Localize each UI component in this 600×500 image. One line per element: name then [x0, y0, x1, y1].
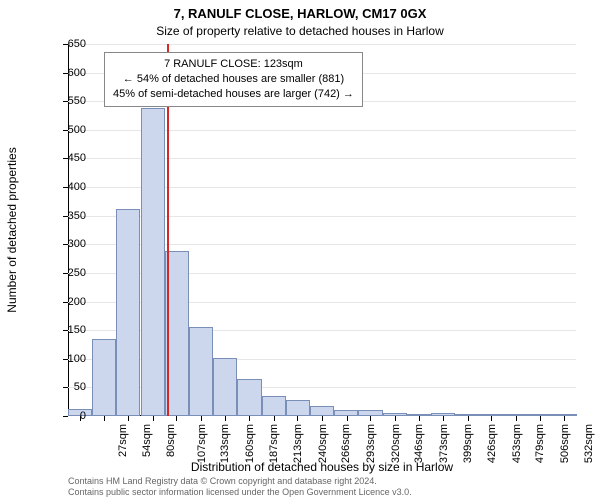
x-tick-label: 266sqm [341, 424, 353, 463]
x-tick-label: 532sqm [583, 424, 595, 463]
y-tick-mark [63, 273, 68, 274]
histogram-bar [141, 108, 165, 416]
x-tick-label: 373sqm [438, 424, 450, 463]
y-tick-mark [63, 387, 68, 388]
y-tick-mark [63, 244, 68, 245]
x-tick-label: 133sqm [219, 424, 231, 463]
x-tick-mark [370, 416, 371, 421]
footer-line-1: Contains HM Land Registry data © Crown c… [68, 476, 412, 487]
x-tick-mark [80, 416, 81, 421]
x-tick-label: 293sqm [365, 424, 377, 463]
annotation-line-3: 45% of semi-detached houses are larger (… [113, 87, 354, 102]
x-tick-label: 187sqm [269, 424, 281, 463]
y-tick-mark [63, 130, 68, 131]
chart-title-sub: Size of property relative to detached ho… [0, 24, 600, 38]
annotation-line-2: ← 54% of detached houses are smaller (88… [113, 72, 354, 87]
x-tick-mark [443, 416, 444, 421]
x-tick-label: 27sqm [117, 424, 129, 457]
x-tick-mark [274, 416, 275, 421]
y-tick-mark [63, 73, 68, 74]
x-tick-mark [201, 416, 202, 421]
x-tick-mark [419, 416, 420, 421]
x-tick-label: 453sqm [511, 424, 523, 463]
x-tick-label: 506sqm [559, 424, 571, 463]
x-tick-label: 479sqm [534, 424, 546, 463]
x-tick-mark [225, 416, 226, 421]
plot-area: 7 RANULF CLOSE: 123sqm ← 54% of detached… [68, 44, 576, 416]
gridline-h [68, 44, 576, 45]
y-tick-mark [63, 44, 68, 45]
histogram-bar [189, 327, 213, 416]
x-tick-label: 399sqm [462, 424, 474, 463]
histogram-bar [310, 406, 334, 416]
x-tick-mark [249, 416, 250, 421]
x-tick-label: 320sqm [390, 424, 402, 463]
y-tick-label: 500 [36, 124, 86, 136]
x-tick-mark [104, 416, 105, 421]
x-tick-label: 80sqm [165, 424, 177, 457]
histogram-bar [213, 358, 237, 416]
histogram-bar [116, 209, 140, 416]
x-tick-mark [564, 416, 565, 421]
footer-line-2: Contains public sector information licen… [68, 487, 412, 498]
x-tick-mark [491, 416, 492, 421]
y-tick-mark [63, 416, 68, 417]
x-axis-label: Distribution of detached houses by size … [68, 460, 576, 474]
y-tick-mark [63, 187, 68, 188]
x-tick-label: 240sqm [317, 424, 329, 463]
y-tick-label: 250 [36, 267, 86, 279]
x-tick-mark [395, 416, 396, 421]
annotation-box: 7 RANULF CLOSE: 123sqm ← 54% of detached… [104, 52, 363, 107]
x-tick-mark [153, 416, 154, 421]
x-tick-mark [176, 416, 177, 421]
x-tick-mark [347, 416, 348, 421]
x-tick-label: 346sqm [413, 424, 425, 463]
chart-container: 7, RANULF CLOSE, HARLOW, CM17 0GX Size o… [0, 0, 600, 500]
x-tick-label: 213sqm [292, 424, 304, 463]
histogram-bar [262, 396, 286, 416]
y-tick-mark [63, 302, 68, 303]
chart-title-main: 7, RANULF CLOSE, HARLOW, CM17 0GX [0, 6, 600, 21]
x-tick-mark [516, 416, 517, 421]
x-tick-label: 160sqm [244, 424, 256, 463]
y-tick-label: 350 [36, 210, 86, 222]
y-axis-label: Number of detached properties [5, 147, 19, 312]
y-tick-mark [63, 330, 68, 331]
x-tick-mark [540, 416, 541, 421]
histogram-bar [92, 339, 116, 416]
y-tick-label: 300 [36, 238, 86, 250]
x-tick-label: 107sqm [196, 424, 208, 463]
x-tick-mark [468, 416, 469, 421]
y-tick-label: 100 [36, 353, 86, 365]
y-tick-label: 600 [36, 67, 86, 79]
y-tick-mark [63, 101, 68, 102]
footer-attribution: Contains HM Land Registry data © Crown c… [68, 476, 412, 499]
y-tick-label: 200 [36, 296, 86, 308]
y-tick-label: 150 [36, 324, 86, 336]
annotation-line-1: 7 RANULF CLOSE: 123sqm [113, 57, 354, 72]
y-tick-mark [63, 216, 68, 217]
x-tick-mark [322, 416, 323, 421]
x-tick-label: 54sqm [141, 424, 153, 457]
y-tick-mark [63, 158, 68, 159]
y-tick-label: 650 [36, 38, 86, 50]
y-tick-label: 450 [36, 152, 86, 164]
y-tick-label: 550 [36, 95, 86, 107]
x-tick-mark [297, 416, 298, 421]
y-tick-label: 400 [36, 181, 86, 193]
x-tick-mark [128, 416, 129, 421]
histogram-bar [286, 400, 310, 416]
y-tick-label: 50 [36, 381, 86, 393]
histogram-bar [237, 379, 261, 416]
x-tick-label: 426sqm [486, 424, 498, 463]
y-tick-mark [63, 359, 68, 360]
y-tick-label: 0 [36, 410, 86, 422]
